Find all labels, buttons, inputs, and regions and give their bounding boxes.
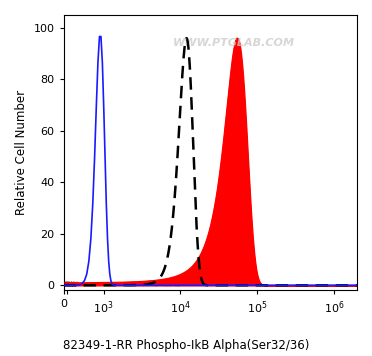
Y-axis label: Relative Cell Number: Relative Cell Number (15, 90, 28, 215)
Text: 82349-1-RR Phospho-IkB Alpha(Ser32/36): 82349-1-RR Phospho-IkB Alpha(Ser32/36) (63, 339, 309, 352)
Text: WWW.PTGLAB.COM: WWW.PTGLAB.COM (173, 37, 295, 48)
